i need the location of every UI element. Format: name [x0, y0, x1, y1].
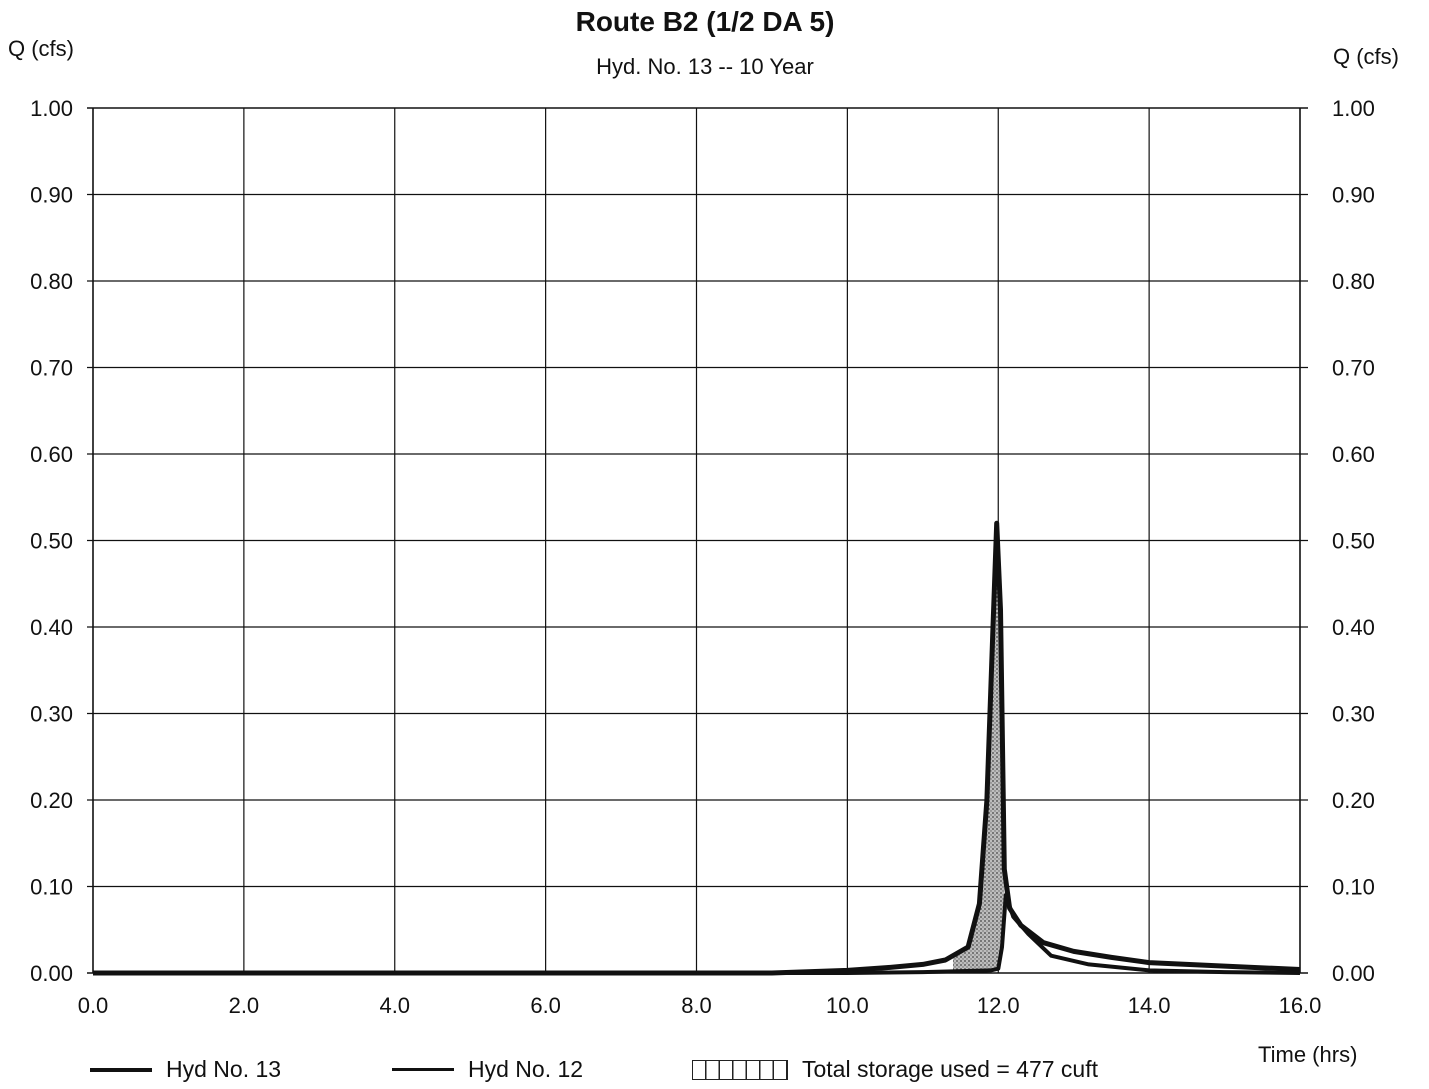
legend-item-hyd-12: Hyd No. 12 [392, 1056, 583, 1083]
x-tick-label: 12.0 [977, 993, 1020, 1018]
y-tick-label-left: 0.10 [30, 875, 73, 900]
legend-swatch-thick-line [90, 1067, 152, 1072]
legend-swatch-thin-line [392, 1068, 454, 1071]
y-tick-label-right: 0.30 [1332, 702, 1375, 727]
y-tick-label-left: 0.70 [30, 356, 73, 381]
y-tick-label-right: 0.00 [1332, 961, 1375, 986]
y-axis-label-right: Q (cfs) [1333, 44, 1399, 69]
y-tick-label-left: 0.00 [30, 961, 73, 986]
y-tick-label-right: 0.40 [1332, 615, 1375, 640]
x-tick-label: 2.0 [229, 993, 260, 1018]
y-tick-label-left: 0.40 [30, 615, 73, 640]
x-tick-label: 0.0 [78, 993, 109, 1018]
y-tick-label-right: 0.70 [1332, 356, 1375, 381]
y-tick-label-left: 0.30 [30, 702, 73, 727]
series-line-hyd-13 [93, 893, 1301, 975]
x-tick-label: 16.0 [1279, 993, 1322, 1018]
x-axis-label: Time (hrs) [1258, 1042, 1358, 1067]
legend-item-hyd-13: Hyd No. 13 [90, 1056, 281, 1083]
chart-subtitle: Hyd. No. 13 -- 10 Year [596, 54, 814, 79]
y-tick-label-left: 0.20 [30, 788, 73, 813]
series-line-hyd-12 [93, 520, 1301, 976]
y-tick-label-right: 0.20 [1332, 788, 1375, 813]
y-tick-label-right: 0.10 [1332, 875, 1375, 900]
y-tick-label-left: 0.80 [30, 269, 73, 294]
legend-label-storage: Total storage used = 477 cuft [802, 1056, 1099, 1082]
y-tick-label-left: 0.90 [30, 183, 73, 208]
y-tick-label-left: 1.00 [30, 96, 73, 121]
y-tick-label-right: 0.90 [1332, 183, 1375, 208]
x-tick-label: 14.0 [1128, 993, 1171, 1018]
y-tick-label-right: 0.60 [1332, 442, 1375, 467]
chart-title: Route B2 (1/2 DA 5) [575, 6, 835, 37]
y-tick-label-right: 0.80 [1332, 269, 1375, 294]
legend-swatch-hatch [692, 1059, 788, 1080]
y-tick-label-right: 1.00 [1332, 96, 1375, 121]
storage-area [953, 527, 1005, 972]
y-tick-label-left: 0.50 [30, 529, 73, 554]
x-tick-label: 8.0 [681, 993, 712, 1018]
legend-label-hyd-13: Hyd No. 13 [166, 1056, 282, 1082]
y-axis-label-left: Q (cfs) [8, 36, 74, 61]
y-tick-label-right: 0.50 [1332, 529, 1375, 554]
y-tick-label-left: 0.60 [30, 442, 73, 467]
legend-label-hyd-12: Hyd No. 12 [468, 1056, 584, 1082]
x-tick-label: 6.0 [530, 993, 561, 1018]
x-tick-label: 4.0 [379, 993, 410, 1018]
legend-item-storage: Total storage used = 477 cuft [692, 1056, 1098, 1083]
x-tick-label: 10.0 [826, 993, 869, 1018]
